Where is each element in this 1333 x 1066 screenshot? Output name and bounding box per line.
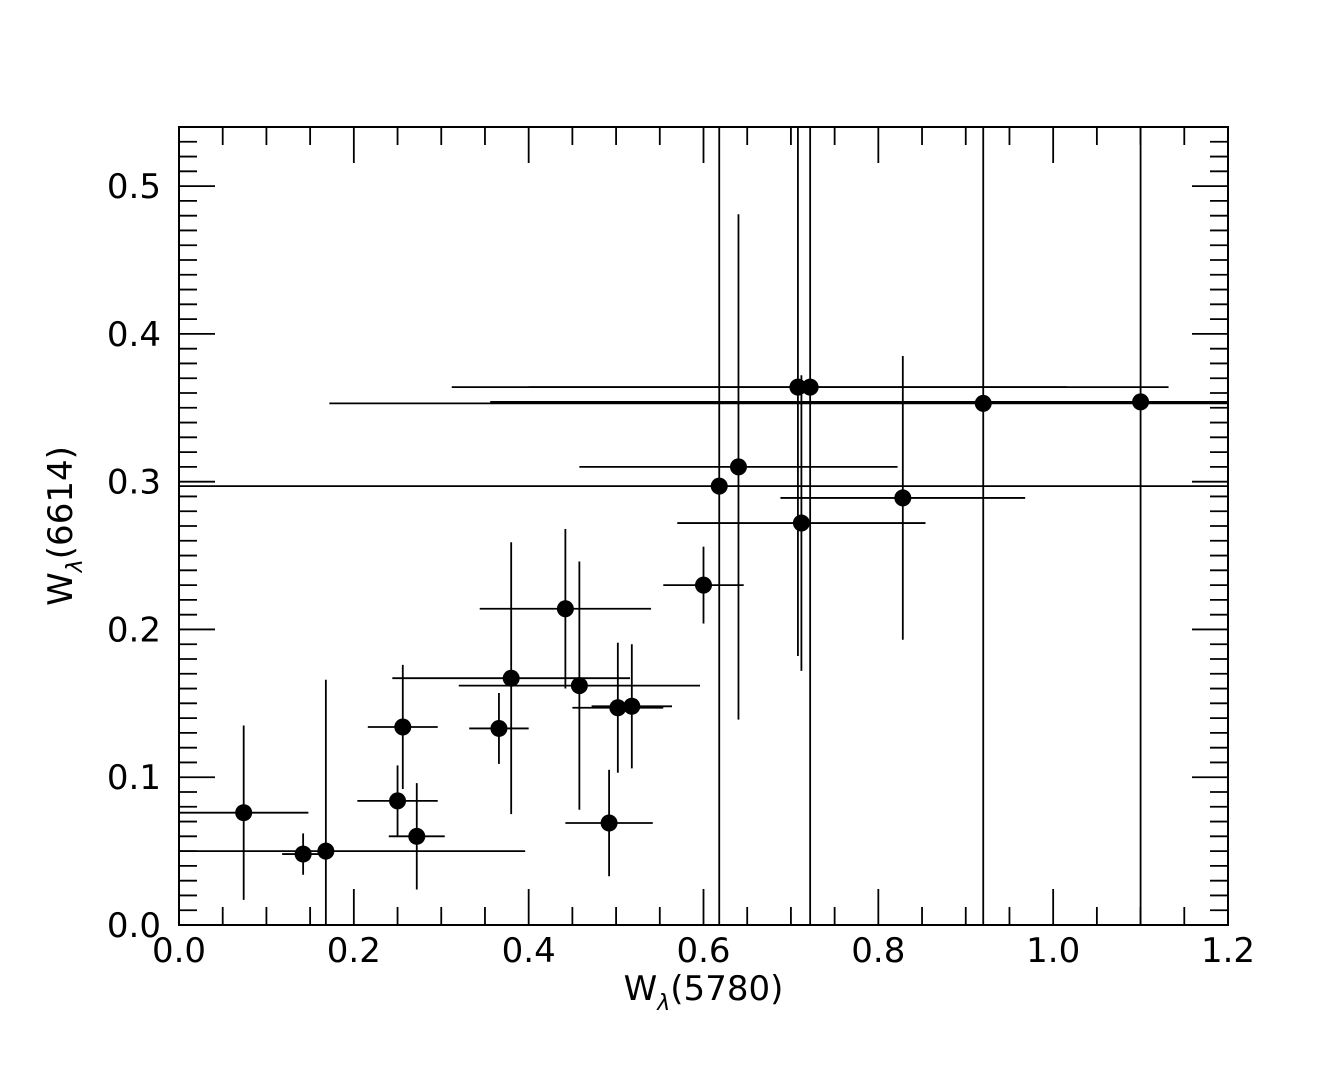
data-point: [695, 576, 712, 594]
data-point: [1132, 393, 1150, 411]
data-point: [792, 514, 810, 532]
data-point: [789, 378, 807, 396]
data-point: [729, 458, 747, 476]
y-tick-label: 0.2: [107, 610, 161, 650]
data-point: [623, 697, 641, 715]
data-point: [801, 378, 819, 396]
y-axis-label: Wλ(6614): [41, 446, 88, 606]
x-tick-label: 0.8: [851, 931, 905, 971]
data-point: [600, 814, 618, 832]
data-markers: [235, 378, 1150, 863]
data-point: [408, 827, 426, 845]
x-axis-label-main: W: [624, 969, 658, 1009]
x-tick-label: 0.6: [676, 931, 730, 971]
x-tick-label: 0.2: [327, 931, 381, 971]
y-axis-label-sub: λ: [63, 559, 88, 573]
y-axis-label-main: W: [41, 572, 81, 606]
x-tick-label: 1.0: [1026, 931, 1080, 971]
x-tick-label: 0.0: [152, 931, 206, 971]
axis-ticks: [178, 126, 1229, 926]
y-tick-label: 0.4: [107, 315, 161, 355]
error-bars: [179, 127, 1228, 925]
data-point: [556, 600, 574, 618]
x-tick-label: 0.4: [502, 931, 556, 971]
y-tick-label: 0.0: [107, 906, 161, 946]
data-point: [389, 792, 407, 810]
data-point: [294, 845, 312, 863]
data-point: [974, 394, 992, 412]
y-tick-labels: 0.0 0.1 0.2 0.3 0.4 0.5: [107, 167, 161, 946]
x-axis-label: Wλ(5780): [624, 969, 784, 1016]
x-axis-label-suffix: (5780): [670, 969, 783, 1009]
y-tick-label: 0.3: [107, 463, 161, 503]
data-point: [502, 669, 520, 687]
x-tick-labels: 0.0 0.2 0.4 0.6 0.8 1.0 1.2: [152, 931, 1255, 971]
y-axis-label-suffix: (6614): [41, 446, 81, 559]
data-point: [710, 477, 728, 495]
data-point: [609, 699, 627, 717]
x-axis-label-sub: λ: [656, 991, 670, 1016]
data-point: [317, 842, 335, 860]
y-tick-label: 0.5: [107, 167, 161, 207]
data-point: [235, 804, 253, 822]
plot-frame: [178, 126, 1229, 926]
y-tick-label: 0.1: [107, 758, 161, 798]
data-point: [894, 489, 912, 507]
data-point: [490, 719, 508, 737]
x-tick-label: 1.2: [1201, 931, 1255, 971]
data-point: [570, 677, 588, 695]
data-point: [394, 718, 412, 736]
